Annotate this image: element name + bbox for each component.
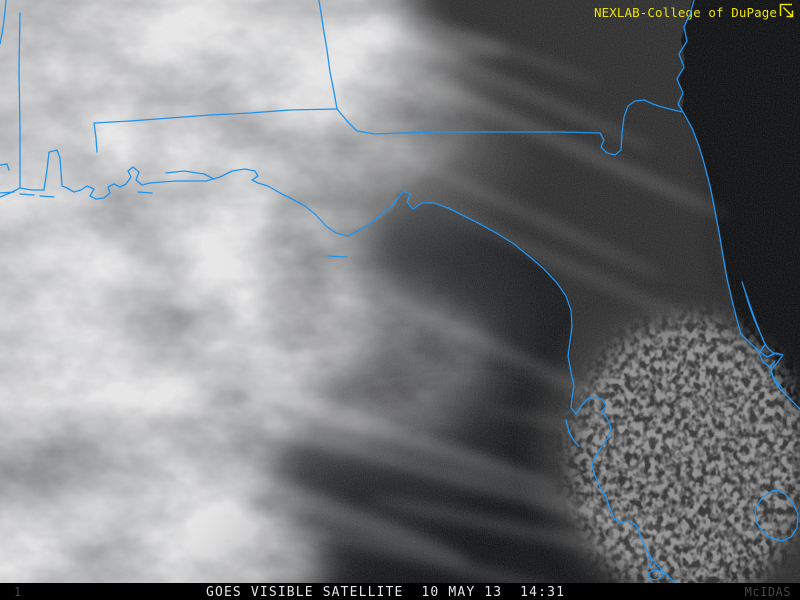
al-fl-border-line bbox=[93, 108, 338, 153]
canaveral-lagoon-lines bbox=[741, 281, 783, 389]
status-bar: 1 GOES VISIBLE SATELLITE 10 MAY 13 14:31… bbox=[0, 583, 800, 600]
system-label: McIDAS bbox=[745, 585, 791, 599]
barrier-islands bbox=[0, 191, 348, 258]
choctawhatchee-bay-line bbox=[165, 170, 215, 180]
ms-al-border-line bbox=[0, 12, 21, 198]
coast-notch bbox=[0, 163, 10, 171]
credit-text: NEXLAB-College of DuPage bbox=[594, 5, 777, 20]
pinellas-barrier-line bbox=[565, 419, 580, 447]
al-ga-border-line bbox=[318, 0, 338, 110]
atlantic-coastline bbox=[676, 0, 800, 410]
fl-ga-border-line bbox=[336, 99, 684, 156]
frame-number: 1 bbox=[14, 585, 21, 599]
nexlab-logo-icon bbox=[779, 3, 794, 18]
charlotte-harbor-island bbox=[646, 556, 664, 581]
status-bar-background bbox=[0, 583, 800, 600]
lake-okeechobee bbox=[754, 489, 799, 542]
louisiana-border-line bbox=[0, 0, 7, 45]
product-timestamp-label: GOES VISIBLE SATELLITE 10 MAY 13 14:31 bbox=[206, 585, 565, 600]
gulf-coastline bbox=[19, 149, 691, 598]
